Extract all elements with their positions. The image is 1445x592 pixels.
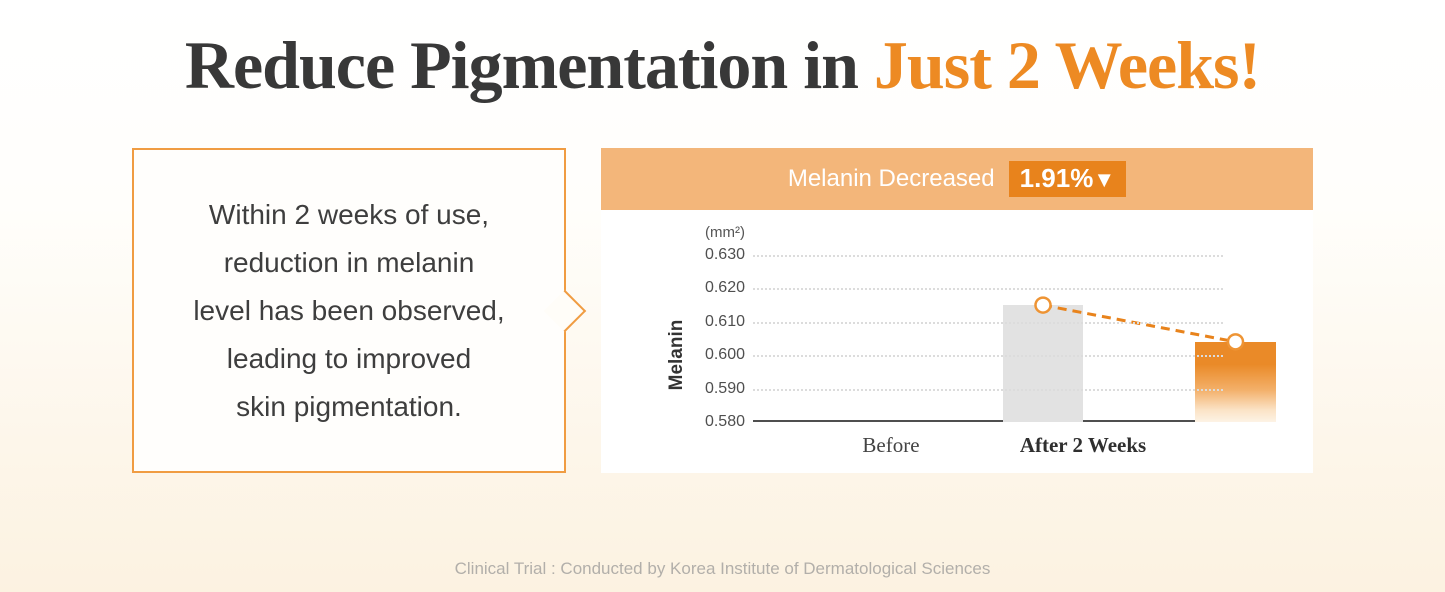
x-label-after: After 2 Weeks [1019,433,1147,457]
gridline [753,288,1223,291]
data-point-marker [1034,296,1052,314]
chart-header: Melanin Decreased 1.91%▼ [601,148,1313,210]
footnote-line-1: Clinical Trial : Conducted by Korea Inst… [454,559,991,578]
chart-header-label: Melanin Decreased [787,165,995,192]
callout-box: Within 2 weeks of use, reduction in mela… [132,148,587,473]
footnote: Clinical Trial : Conducted by Korea Inst… [0,501,1445,592]
data-point-marker [1226,333,1245,351]
down-triangle-icon: ▼ [1093,167,1116,193]
callout-text: Within 2 weeks of use, reduction in mela… [193,198,505,422]
y-tick-label: 0.590 [704,379,745,397]
y-tick-label: 0.620 [704,279,745,297]
bar-before [1003,305,1083,422]
y-tick-label: 0.580 [704,413,745,430]
y-tick-label: 0.600 [704,346,745,364]
title-highlight: Just 2 Weeks! [873,27,1261,103]
gridline [753,388,1223,391]
gridline [753,255,1223,257]
page-title: Reduce Pigmentation in Just 2 Weeks! [0,26,1445,105]
plot-area [753,255,1276,422]
chart-card: Melanin Decreased 1.91%▼ (mm²) Melanin 0… [601,148,1313,473]
y-axis-unit: (mm²) [705,224,745,241]
speech-tail-icon [543,289,587,332]
y-tick-label: 0.630 [704,246,745,263]
gridline [753,321,1223,324]
y-tick-label: 0.610 [704,312,745,330]
x-label-before: Before [862,433,920,457]
title-main: Reduce Pigmentation in [184,27,874,103]
gridline [753,355,1223,358]
decrease-value: 1.91% [1019,163,1094,194]
trend-line [1034,296,1245,351]
y-axis-ticks: 0.630 0.620 0.610 0.600 0.590 0.580 [641,246,745,430]
decrease-badge: 1.91%▼ [1008,161,1127,197]
